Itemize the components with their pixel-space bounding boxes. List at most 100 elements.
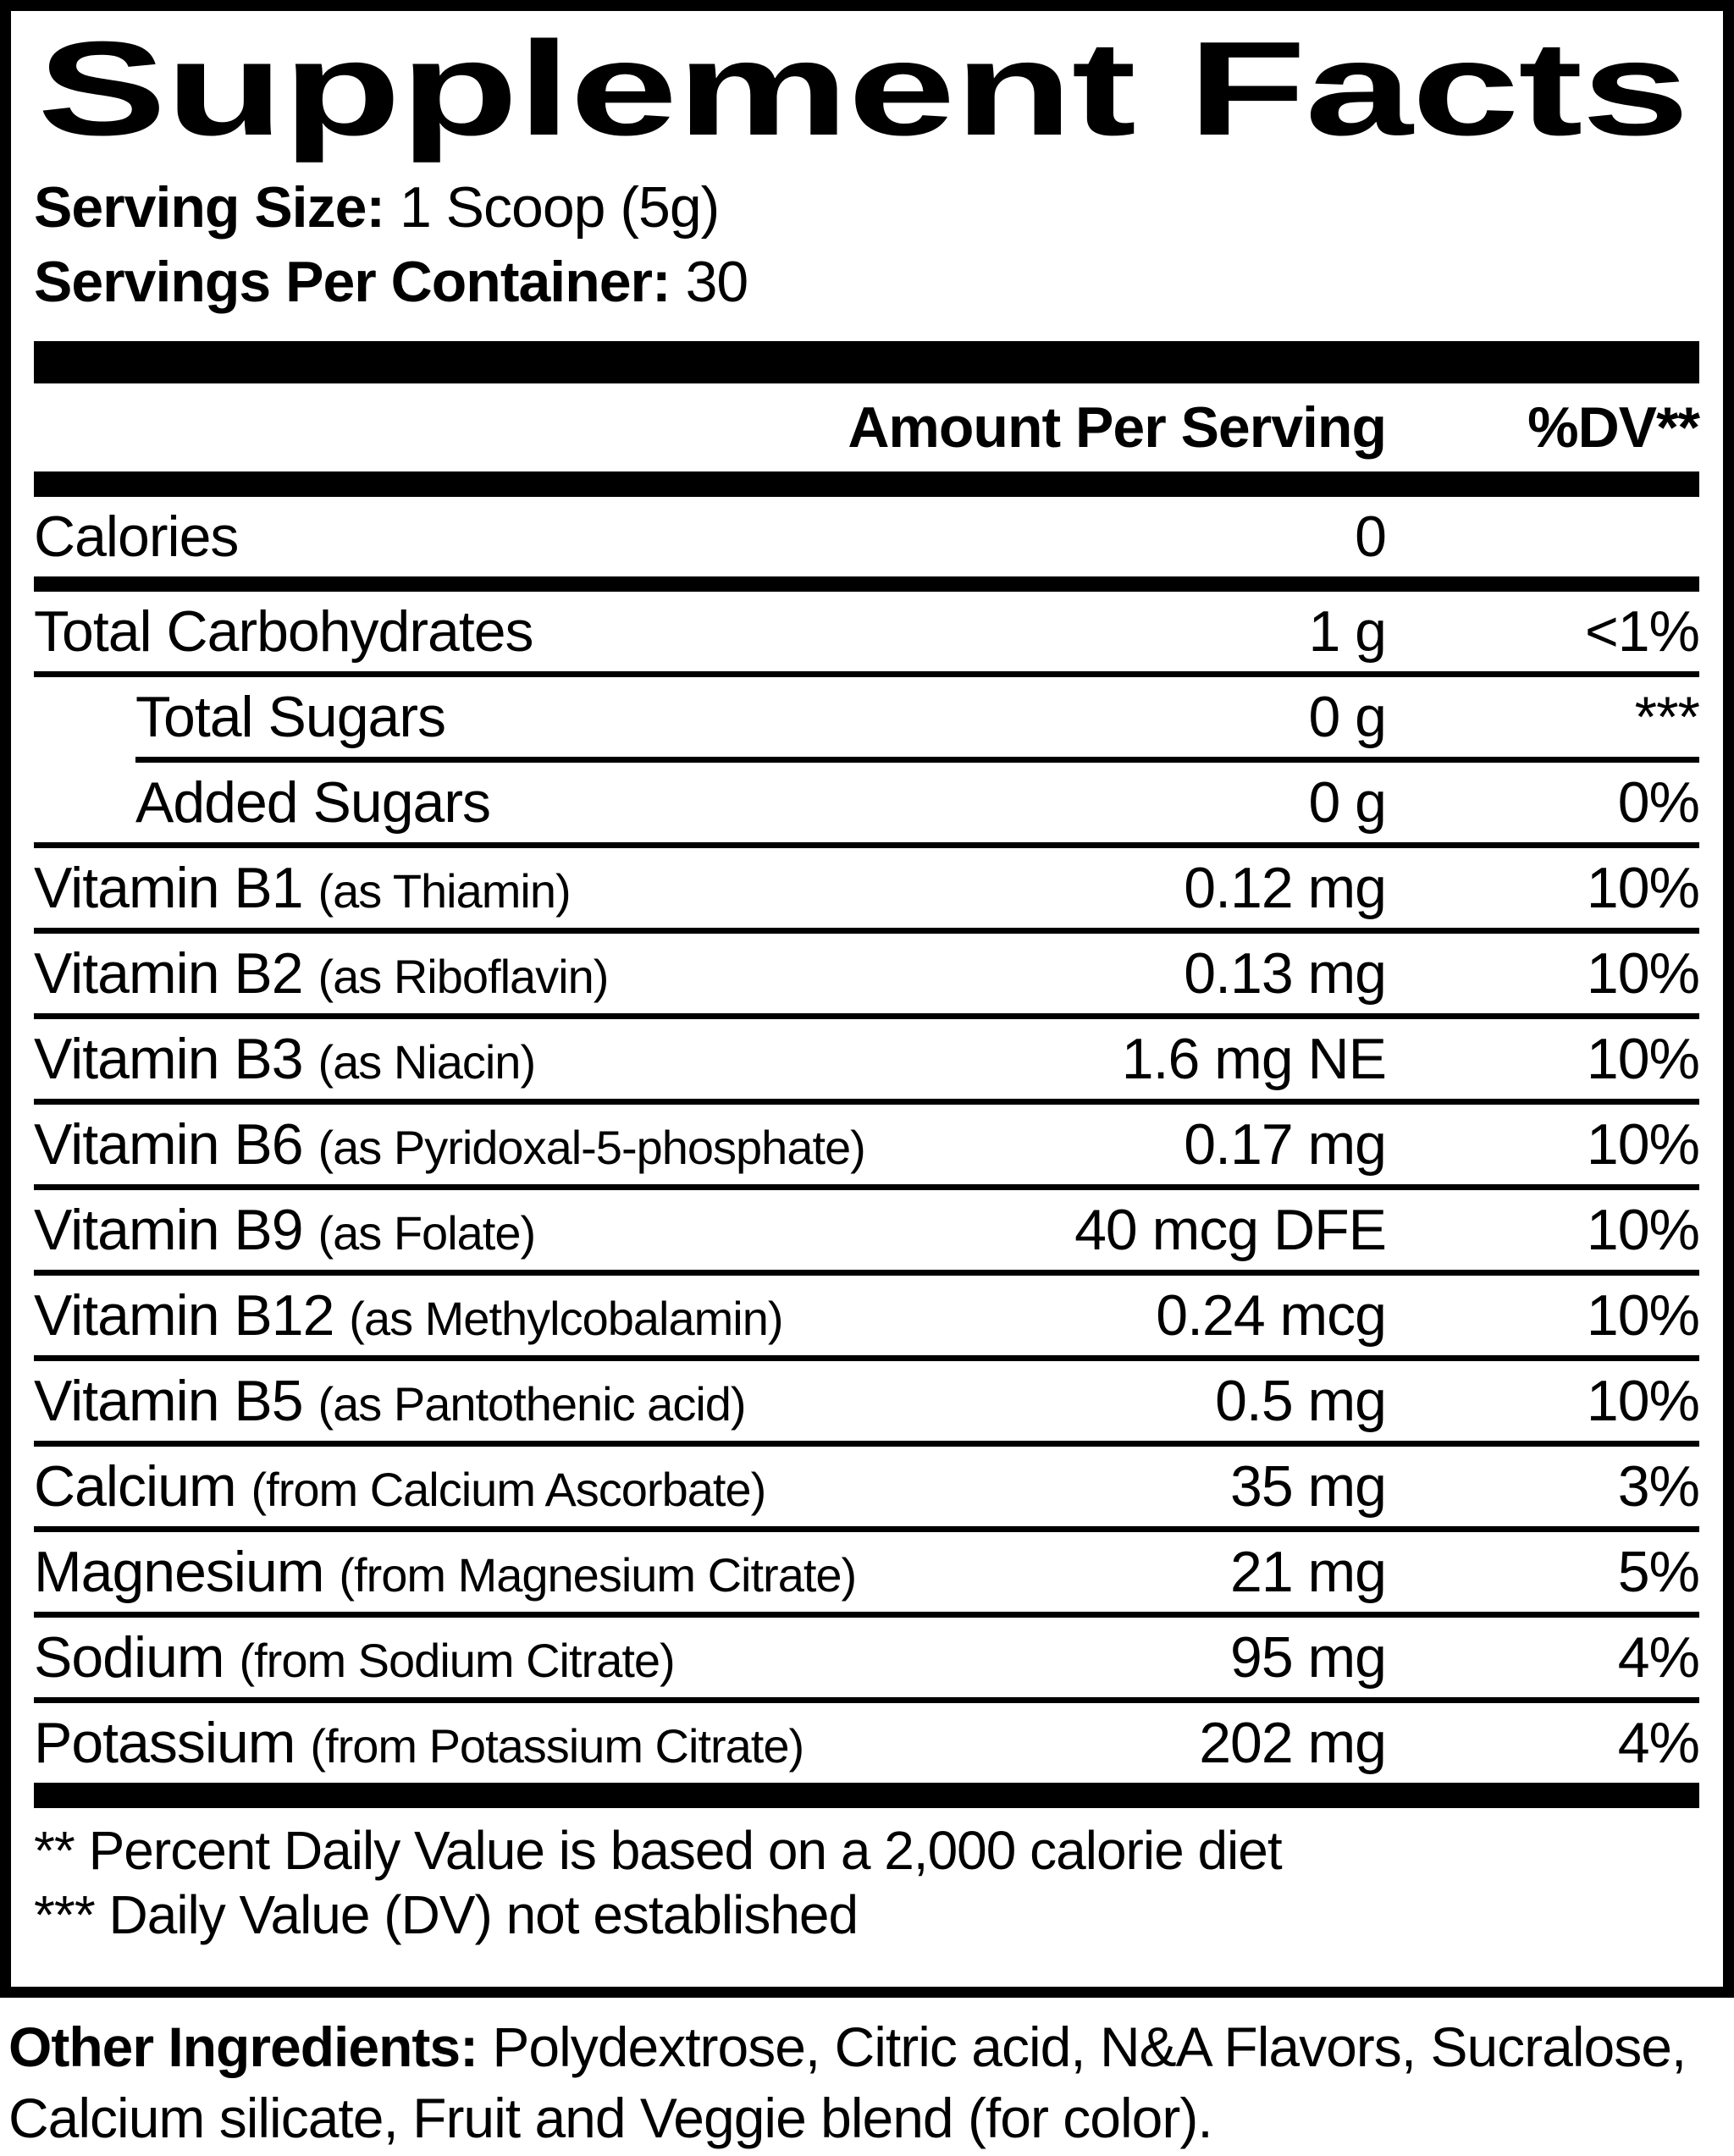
- nutrient-daily-value: 10%: [1586, 1112, 1700, 1177]
- nutrient-row: Vitamin B5 (as Pantothenic acid) 0.5 mg 10…: [34, 1361, 1700, 1441]
- nutrient-amount: 0.17 mg: [1184, 1112, 1387, 1177]
- nutrient-row: Sodium (from Sodium Citrate) 95 mg 4%: [34, 1618, 1700, 1697]
- serving-info: Serving Size: 1 Scoop (5g) Servings Per …: [34, 170, 1699, 319]
- panel-title: Supplement Facts: [37, 19, 1688, 163]
- divider-above-footnotes: [34, 1783, 1699, 1808]
- nutrient-daily-value: 10%: [1586, 1198, 1700, 1262]
- nutrient-row: Total Sugars 0 g ***: [34, 677, 1700, 757]
- nutrient-row: Potassium (from Potassium Citrate) 202 mg…: [34, 1703, 1700, 1783]
- nutrient-source-detail: (from Calcium Ascorbate): [251, 1463, 767, 1516]
- nutrient-amount: 1.6 mg NE: [1121, 1027, 1387, 1091]
- row-separator: [34, 1612, 1699, 1618]
- table-column-header: Amount Per Serving %DV**: [34, 383, 1700, 471]
- nutrient-amount: 202 mg: [1199, 1711, 1387, 1775]
- nutrient-source-detail: (as Niacin): [318, 1035, 536, 1089]
- nutrient-name: Vitamin B2 (as Riboflavin): [34, 941, 609, 1006]
- nutrient-source-detail: (from Magnesium Citrate): [339, 1548, 857, 1602]
- nutrient-name: Magnesium (from Magnesium Citrate): [34, 1540, 857, 1604]
- nutrient-source-detail: (as Pantothenic acid): [318, 1377, 746, 1431]
- nutrient-amount: 0.12 mg: [1184, 856, 1387, 920]
- row-separator: [34, 576, 1699, 592]
- nutrient-amount: 0 g: [1308, 770, 1387, 835]
- row-separator: [34, 928, 1699, 934]
- nutrient-amount: 0: [1355, 505, 1387, 569]
- amount-per-serving-header: Amount Per Serving: [848, 395, 1387, 460]
- servings-per-container-label: Servings Per Container:: [34, 250, 671, 314]
- footnote-percent-dv: ** Percent Daily Value is based on a 2,0…: [34, 1820, 1283, 1881]
- nutrient-amount: 21 mg: [1230, 1540, 1387, 1604]
- row-separator: [34, 1441, 1699, 1447]
- nutrient-daily-value: 4%: [1617, 1625, 1700, 1690]
- nutrient-name: Total Carbohydrates: [34, 599, 534, 664]
- row-separator: [34, 1184, 1699, 1190]
- nutrient-amount: 0.24 mcg: [1156, 1283, 1387, 1348]
- nutrient-amount: 35 mg: [1230, 1454, 1387, 1519]
- nutrient-amount: 40 mcg DFE: [1074, 1198, 1387, 1262]
- divider-thick-top: [34, 341, 1699, 383]
- percent-dv-header: %DV**: [1527, 395, 1700, 460]
- nutrient-row: Vitamin B1 (as Thiamin) 0.12 mg 10%: [34, 848, 1700, 928]
- nutrient-name: Vitamin B1 (as Thiamin): [34, 856, 572, 920]
- nutrient-name: Calories: [34, 505, 239, 569]
- panel-title-graphic: Supplement Facts: [37, 14, 1689, 163]
- nutrient-source-detail: (from Potassium Citrate): [310, 1719, 804, 1773]
- serving-size-value: 1 Scoop (5g): [399, 175, 720, 240]
- nutrient-daily-value: 10%: [1586, 941, 1700, 1006]
- nutrient-daily-value: 0%: [1617, 770, 1700, 835]
- nutrient-amount: 0.5 mg: [1215, 1369, 1387, 1433]
- nutrient-source-detail: (from Sodium Citrate): [239, 1634, 675, 1687]
- servings-per-container-value: 30: [685, 250, 749, 314]
- nutrient-name: Vitamin B5 (as Pantothenic acid): [34, 1369, 747, 1433]
- nutrient-daily-value: 10%: [1586, 856, 1700, 920]
- nutrient-source-detail: (as Methylcobalamin): [349, 1292, 783, 1345]
- nutrient-row: Vitamin B9 (as Folate) 40 mcg DFE 10%: [34, 1190, 1700, 1270]
- nutrient-source-detail: (as Folate): [318, 1206, 536, 1260]
- nutrient-row: Vitamin B2 (as Riboflavin) 0.13 mg 10%: [34, 934, 1700, 1013]
- nutrient-row: Calcium (from Calcium Ascorbate) 35 mg 3%: [34, 1447, 1700, 1526]
- nutrient-daily-value: 3%: [1617, 1454, 1700, 1519]
- nutrient-daily-value: 10%: [1586, 1027, 1700, 1091]
- nutrient-amount: 0.13 mg: [1184, 941, 1387, 1006]
- nutrient-row: Vitamin B12 (as Methylcobalamin) 0.24 mcg…: [34, 1276, 1700, 1355]
- nutrient-name: Vitamin B9 (as Folate): [34, 1198, 536, 1262]
- row-separator: [135, 757, 1699, 763]
- nutrient-row: Vitamin B6 (as Pyridoxal-5-phosphate) 0.1…: [34, 1105, 1700, 1184]
- row-separator: [34, 1270, 1699, 1276]
- other-ingredients-line2: Sucralose, Calcium silicate, Fruit and V…: [8, 2015, 1687, 2149]
- row-separator: [34, 1355, 1699, 1361]
- nutrient-name: Vitamin B3 (as Niacin): [34, 1027, 536, 1091]
- row-separator: [34, 842, 1699, 848]
- nutrient-row: Total Carbohydrates 1 g <1%: [34, 592, 1700, 671]
- nutrient-name: Total Sugars: [135, 685, 446, 749]
- nutrient-name: Potassium (from Potassium Citrate): [34, 1711, 804, 1775]
- row-separator: [34, 671, 1699, 677]
- footnote-dv-not-established: *** Daily Value (DV) not established: [34, 1884, 859, 1945]
- nutrient-row: Vitamin B3 (as Niacin) 1.6 mg NE 10%: [34, 1019, 1700, 1099]
- nutrient-daily-value: ***: [1634, 685, 1700, 749]
- nutrient-row: Calories 0: [34, 497, 1699, 576]
- nutrient-name: Vitamin B6 (as Pyridoxal-5-phosphate): [34, 1112, 866, 1177]
- nutrient-source-detail: (as Riboflavin): [318, 950, 609, 1003]
- nutrient-name: Sodium (from Sodium Citrate): [34, 1625, 676, 1690]
- nutrient-name: Vitamin B12 (as Methylcobalamin): [34, 1283, 784, 1348]
- row-separator: [34, 1697, 1699, 1703]
- other-ingredients-line1: Polydextrose, Citric acid, N&A Flavors,: [492, 2015, 1416, 2078]
- nutrient-name: Calcium (from Calcium Ascorbate): [34, 1454, 767, 1519]
- nutrient-daily-value: <1%: [1585, 599, 1700, 664]
- nutrient-daily-value: 5%: [1617, 1540, 1700, 1604]
- footnotes-block: ** Percent Daily Value is based on a 2,0…: [34, 1818, 1699, 1947]
- servings-per-container-line: Servings Per Container: 30: [34, 245, 1699, 319]
- panel-title-block: Supplement Facts: [34, 14, 1699, 165]
- nutrient-amount: 95 mg: [1230, 1625, 1387, 1690]
- nutrient-daily-value: 10%: [1586, 1283, 1700, 1348]
- nutrient-amount: 0 g: [1308, 685, 1387, 749]
- supplement-facts-panel: Supplement Facts Serving Size: 1 Scoop (…: [0, 0, 1734, 1998]
- row-separator: [34, 1099, 1699, 1105]
- nutrient-source-detail: (as Pyridoxal-5-phosphate): [318, 1121, 865, 1174]
- nutrient-source-detail: (as Thiamin): [318, 864, 571, 918]
- nutrient-name: Added Sugars: [135, 770, 491, 835]
- nutrient-row: Added Sugars 0 g 0%: [34, 763, 1700, 842]
- nutrient-table: Calories 0 Total Carbohydrates 1 g <1% Total …: [34, 497, 1700, 1783]
- other-ingredients-label: Other Ingredients:: [8, 2015, 493, 2078]
- nutrient-daily-value: 4%: [1617, 1711, 1700, 1775]
